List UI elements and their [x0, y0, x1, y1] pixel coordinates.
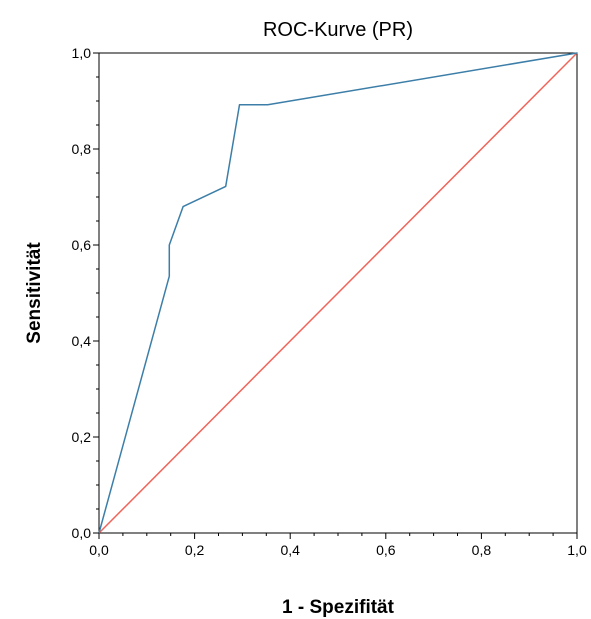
y-tick-label: 0,0 — [72, 525, 92, 541]
y-tick-label: 0,4 — [72, 333, 92, 349]
y-tick-label: 0,2 — [72, 429, 92, 445]
y-tick-label: 1,0 — [72, 45, 92, 61]
roc-curve-line — [98, 52, 578, 534]
x-tick-label: 1,0 — [567, 542, 587, 558]
y-axis-title: Sensitivität — [24, 242, 45, 344]
x-axis: 0,0 0,2 0,4 0,6 0,8 1,0 — [89, 533, 587, 558]
x-tick-label: 0,8 — [472, 542, 492, 558]
y-tick-label: 0,8 — [72, 141, 92, 157]
x-axis-title: 1 - Spezifität — [282, 597, 395, 618]
x-tick-label: 0,2 — [185, 542, 205, 558]
y-axis: 0,0 0,2 0,4 0,6 0,8 1,0 — [72, 45, 99, 541]
x-tick-label: 0,6 — [376, 542, 396, 558]
y-tick-label: 0,6 — [72, 237, 92, 253]
chart-title: ROC-Kurve (PR) — [263, 19, 413, 41]
x-tick-label: 0,4 — [280, 542, 300, 558]
series-layer — [98, 52, 578, 534]
x-tick-label: 0,0 — [89, 542, 109, 558]
reference-diagonal-line — [98, 52, 578, 534]
